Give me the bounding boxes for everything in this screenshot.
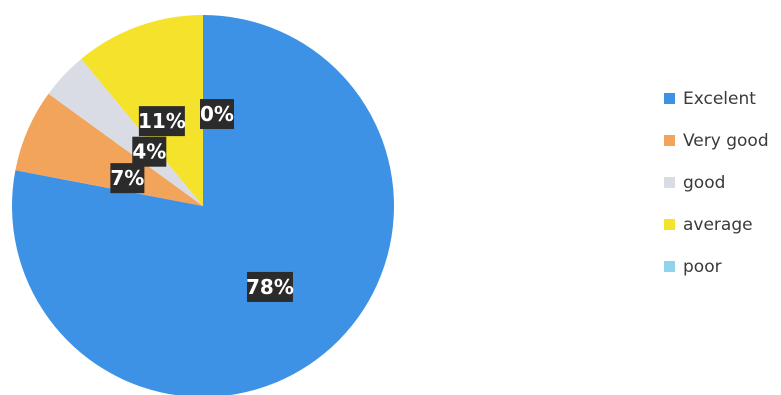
legend-label: poor [683, 256, 722, 277]
data-label-text: 0% [200, 102, 234, 126]
legend-item-very-good: Very good [664, 130, 769, 151]
pie-slice-very-good [15, 93, 203, 206]
pie-slice-excelent [12, 15, 394, 395]
data-label-text: 78% [246, 275, 294, 299]
legend-swatch [664, 93, 675, 104]
pie-slice-good [48, 58, 204, 206]
data-label-box [138, 106, 185, 137]
pie-data-labels: 78% 7%4% 11% 0% [110, 99, 294, 302]
legend-swatch [664, 219, 675, 230]
legend-item-good: good [664, 172, 769, 193]
data-label-excelent: 78% [246, 271, 294, 302]
legend-swatch [664, 177, 675, 188]
data-label-box [132, 136, 167, 167]
data-label-text: 11% [138, 109, 186, 133]
data-label-text: 4% [132, 140, 166, 164]
data-label-very-good: 7% [110, 163, 145, 194]
legend-label: average [683, 214, 753, 235]
legend-item-poor: poor [664, 256, 769, 277]
data-label-poor: 0% [200, 99, 234, 130]
data-label-text: 7% [110, 166, 144, 190]
legend-label: Excelent [683, 88, 756, 109]
legend-swatch [664, 261, 675, 272]
data-label-box [110, 163, 145, 194]
legend-label: good [683, 172, 726, 193]
pie-slices [12, 14, 394, 395]
data-label-good: 4% [132, 136, 167, 167]
data-label-box [200, 99, 234, 130]
legend-item-average: average [664, 214, 769, 235]
legend-swatch [664, 135, 675, 146]
data-label-box [246, 271, 293, 302]
legend-item-excelent: Excelent [664, 88, 769, 109]
chart-legend: Excelent Very good good average poor [664, 88, 769, 298]
legend-label: Very good [683, 130, 769, 151]
data-label-average: 11% [138, 106, 186, 137]
